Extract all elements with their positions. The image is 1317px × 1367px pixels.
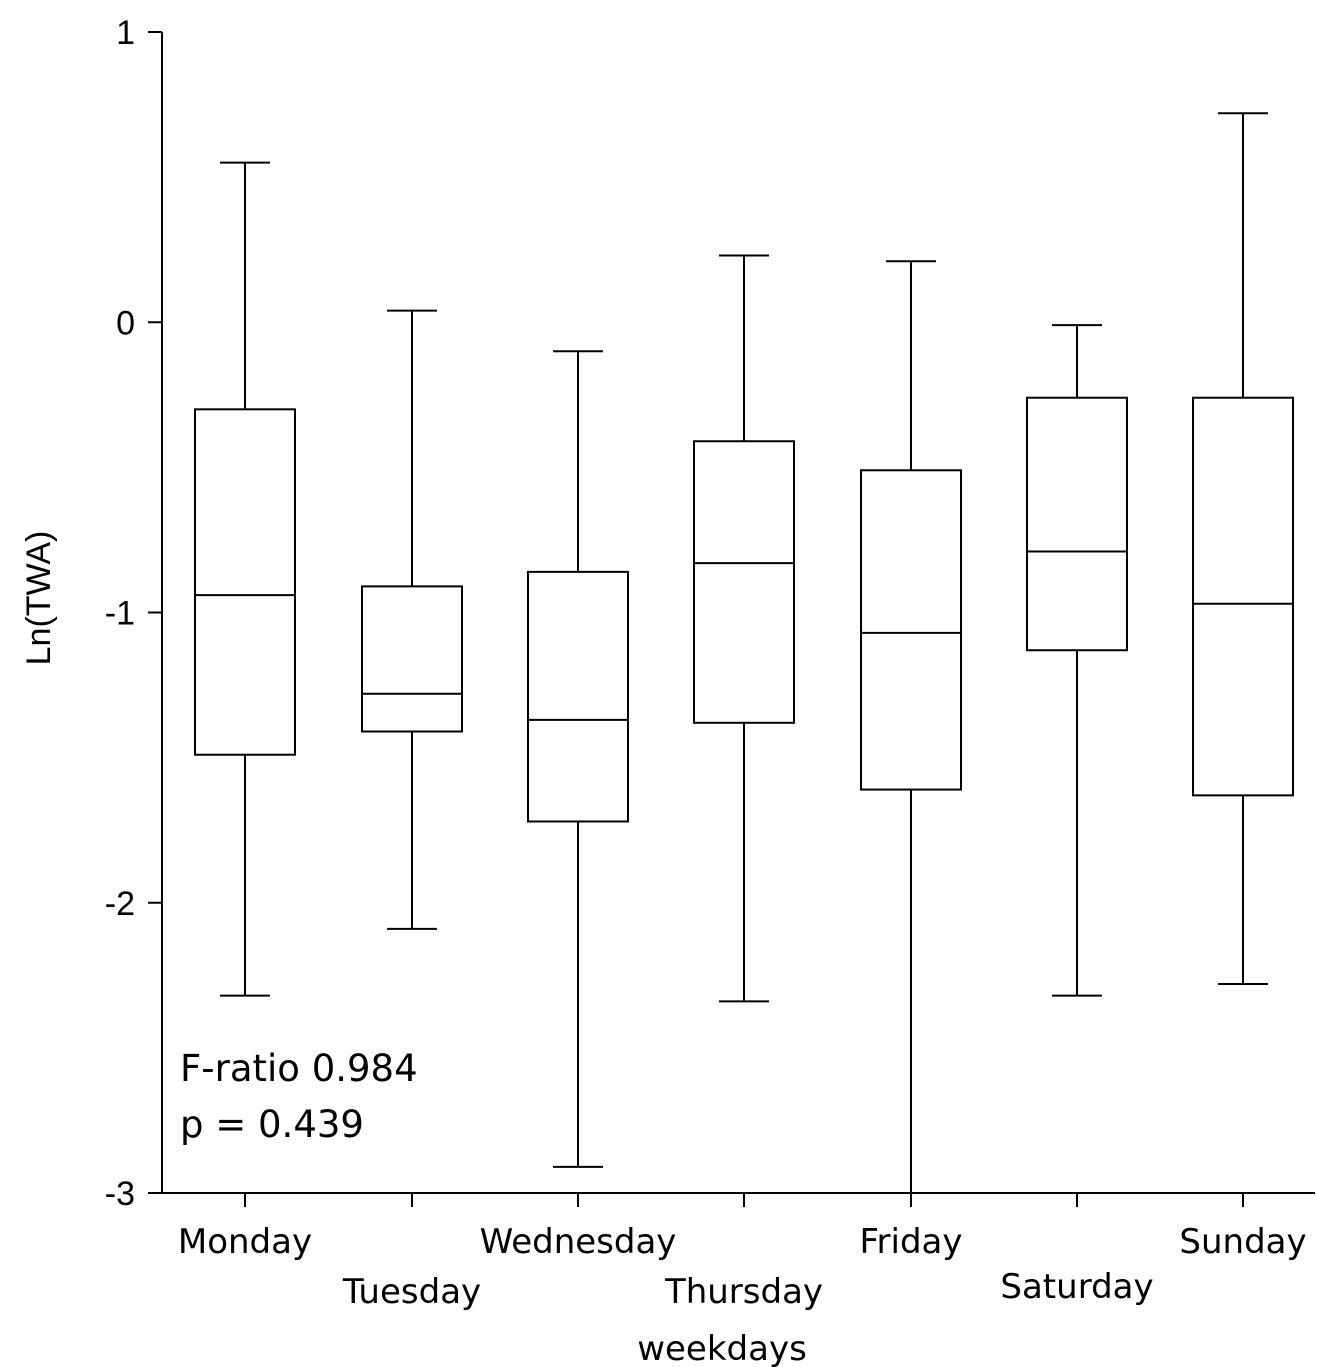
x-tick-label: Wednesday bbox=[480, 1222, 677, 1262]
iqr-box bbox=[1192, 396, 1294, 797]
x-tick-label: Sunday bbox=[1179, 1222, 1306, 1262]
box-saturday bbox=[1026, 324, 1128, 997]
annotation-p-value: p = 0.439 bbox=[180, 1103, 364, 1146]
box-thursday bbox=[693, 254, 795, 1003]
x-tick-label: Monday bbox=[178, 1222, 312, 1262]
y-axis-title: Ln(TWA) bbox=[20, 531, 58, 666]
y-tick-label: 1 bbox=[116, 14, 135, 52]
box-tuesday bbox=[361, 309, 463, 930]
x-tick-label: Thursday bbox=[664, 1272, 823, 1312]
y-tick-label: -3 bbox=[105, 1175, 135, 1213]
x-tick-label: Saturday bbox=[1000, 1267, 1153, 1307]
x-tick-label: Tuesday bbox=[342, 1272, 481, 1312]
y-tick-label: -2 bbox=[105, 885, 135, 923]
box-wednesday bbox=[527, 350, 629, 1168]
x-axis-title: weekdays bbox=[637, 1329, 807, 1367]
boxes bbox=[194, 112, 1294, 1194]
y-tick-label: -1 bbox=[105, 595, 135, 633]
iqr-box bbox=[860, 469, 962, 791]
y-tick-label: 0 bbox=[116, 304, 135, 342]
x-tick-label: Friday bbox=[859, 1222, 962, 1262]
annotation-f-ratio: F-ratio 0.984 bbox=[180, 1047, 418, 1090]
iqr-box bbox=[693, 440, 795, 724]
iqr-box bbox=[361, 585, 463, 733]
x-ticks bbox=[244, 1193, 1244, 1207]
x-tick-labels: Monday Tuesday Wednesday Thursday Friday Satu… bbox=[178, 1222, 1307, 1312]
iqr-box bbox=[194, 408, 296, 756]
box-monday bbox=[194, 161, 296, 997]
iqr-box bbox=[527, 570, 629, 823]
box-sunday bbox=[1192, 112, 1294, 986]
y-ticks: 1 0 -1 -2 -3 bbox=[105, 14, 162, 1213]
iqr-box bbox=[1026, 396, 1128, 652]
box-friday bbox=[860, 260, 962, 1194]
